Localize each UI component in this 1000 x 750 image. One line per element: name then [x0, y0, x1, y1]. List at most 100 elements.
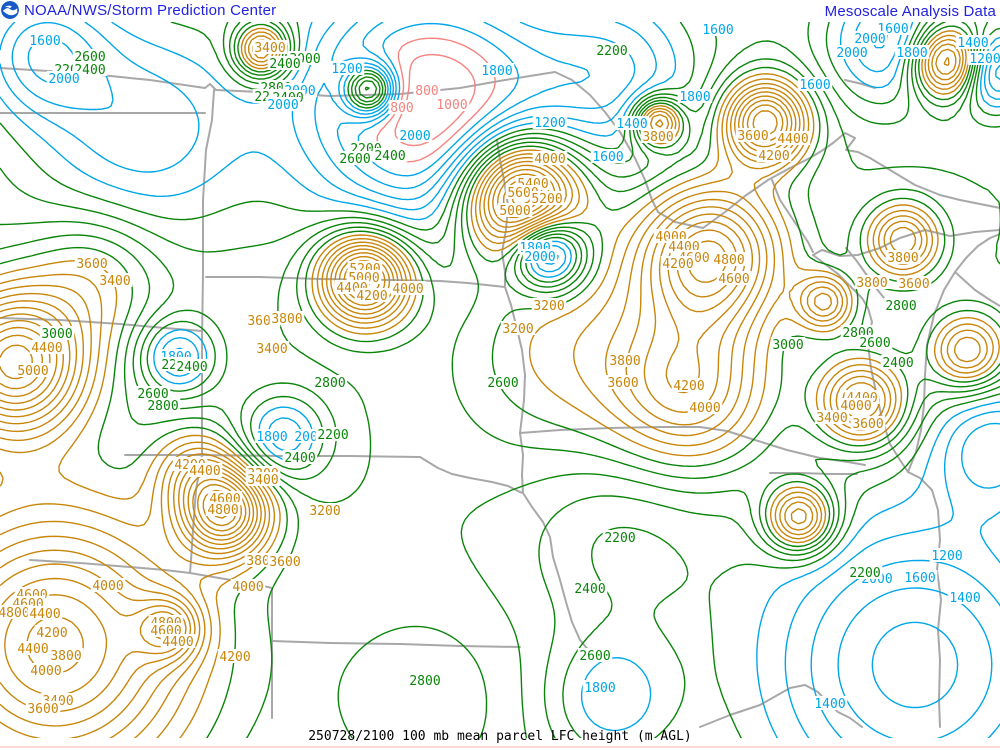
contour-label: 5000: [499, 204, 530, 219]
contour-label: 2200: [596, 44, 627, 59]
contour-label-bg: [756, 148, 792, 162]
contour-label-bg: [207, 491, 243, 505]
contour-label: 2200: [317, 428, 348, 443]
contour-label-bg: [74, 256, 110, 270]
contour-label-bg: [372, 148, 408, 162]
contour-label: 4200: [219, 650, 250, 665]
contour-label: 2400: [882, 356, 913, 371]
contour-label-bg: [883, 298, 919, 312]
contour-label-bg: [838, 398, 874, 412]
contour-label-bg: [834, 45, 870, 59]
contour-label: 5000: [17, 364, 48, 379]
contour-label: 4800: [0, 606, 30, 621]
contour-label-bg: [531, 298, 567, 312]
contour-label: 3200: [533, 299, 564, 314]
contour-label-bg: [0, 605, 32, 619]
contour-label-bg: [896, 276, 932, 290]
contour-label: 3800: [50, 649, 81, 664]
contour-label: 2400: [176, 360, 207, 375]
contour-label: 800: [415, 84, 438, 99]
header-left: NOAA/NWS/Storm Prediction Center: [1, 1, 276, 19]
contour-label-bg: [735, 128, 771, 142]
contour-label: 3600: [852, 417, 883, 432]
contour-label-bg: [594, 43, 630, 57]
contour-label: 1200: [931, 549, 962, 564]
contour-label: 1200: [331, 62, 362, 77]
contour-label-bg: [955, 35, 991, 49]
contour-label: 2600: [487, 376, 518, 391]
contour-label-bg: [15, 363, 51, 377]
contour-label-bg: [577, 648, 613, 662]
contour-label: 2400: [374, 149, 405, 164]
contour-label: 1800: [256, 430, 287, 445]
contour-label-bg: [605, 375, 641, 389]
contour-label: 3600: [269, 555, 300, 570]
contour-label: 4200: [662, 257, 693, 272]
contour-label-bg: [850, 416, 886, 430]
contour-label: 3800: [271, 312, 302, 327]
contour-label-bg: [145, 398, 181, 412]
contour-label: 2400: [74, 63, 105, 78]
contour-level-1200: [357, 22, 959, 709]
contour-label-bg: [312, 375, 348, 389]
contour-label: 2600: [339, 152, 370, 167]
contour-label: 4000: [689, 401, 720, 416]
contour-label: 800: [390, 101, 413, 116]
contour-label-bg: [28, 663, 64, 677]
contour-label-bg: [434, 97, 470, 111]
contour-label: 4600: [718, 272, 749, 287]
contour-label: 2800: [885, 299, 916, 314]
contour-labels: 1600260022002400200034003000240028002000…: [0, 21, 1000, 717]
contour-label: 4800: [713, 253, 744, 268]
contour-label-bg: [500, 321, 536, 335]
contour-label-bg: [947, 590, 983, 604]
contour-label: 1600: [904, 571, 935, 586]
contour-label-bg: [902, 570, 938, 584]
contour-label: 4400: [162, 635, 193, 650]
contour-label: 1800: [896, 46, 927, 61]
contour-label-bg: [337, 151, 373, 165]
contour-label-bg: [532, 115, 568, 129]
contour-label: 3600: [607, 376, 638, 391]
contour-label-bg: [27, 33, 63, 47]
contour-label: 2000: [48, 72, 79, 87]
contour-label-bg: [72, 62, 108, 76]
contour-label-bg: [245, 472, 281, 486]
contour-label-bg: [572, 581, 608, 595]
contour-level-4400: [0, 99, 789, 713]
contour-label-bg: [812, 696, 848, 710]
contour-label-bg: [602, 530, 638, 544]
contour-label: 4400: [777, 132, 808, 147]
contour-label: 1800: [584, 681, 615, 696]
contour-label: 4200: [356, 289, 387, 304]
contour-label: 4200: [673, 379, 704, 394]
contour-label-bg: [894, 45, 930, 59]
contour-label: 4400: [17, 642, 48, 657]
contour-label-bg: [485, 375, 521, 389]
contour-label: 2800: [409, 674, 440, 689]
contour-label-bg: [614, 116, 650, 130]
contour-label: 3800: [856, 276, 887, 291]
contour-label: 2800: [314, 376, 345, 391]
contour-level-2600: [0, 22, 1000, 738]
contour-label-bg: [640, 129, 676, 143]
contour-label: 3400: [247, 473, 278, 488]
contour-label: 4400: [189, 464, 220, 479]
contour-label: 2200: [849, 566, 880, 581]
contour-label: 3400: [254, 41, 285, 56]
contour-label-bg: [135, 386, 171, 400]
contour-label: 3600: [898, 277, 929, 292]
contour-label: 1600: [29, 34, 60, 49]
contour-label-bg: [847, 565, 883, 579]
noaa-logo-icon: [1, 1, 19, 19]
contour-label-bg: [797, 77, 833, 91]
contour-label-bg: [97, 273, 133, 287]
contour-label-bg: [160, 634, 196, 648]
contour-label-bg: [48, 648, 84, 662]
contour-label-bg: [529, 191, 565, 205]
header-right-text: Mesoscale Analysis Data: [824, 3, 996, 20]
contour-level-4600: [0, 104, 784, 696]
contour-label-bg: [590, 149, 626, 163]
contour-label-bg: [187, 463, 223, 477]
contour-label: 1400: [957, 36, 988, 51]
